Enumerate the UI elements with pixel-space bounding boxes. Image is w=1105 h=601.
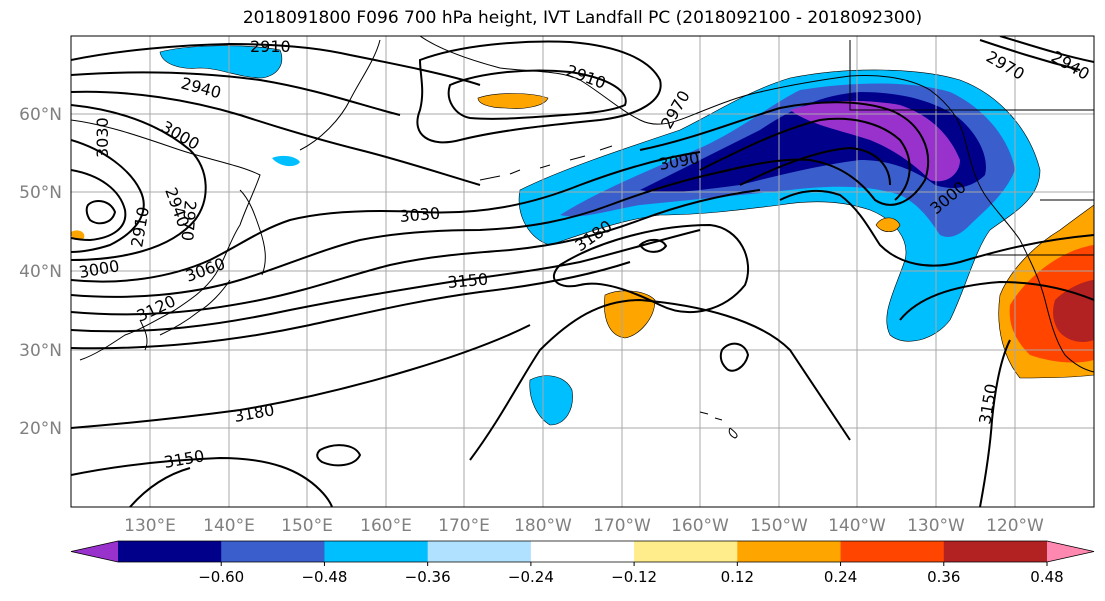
colorbar-segment (634, 541, 738, 562)
contour-label: 2910 (250, 37, 291, 56)
colorbar-tick-label: 0.12 (721, 568, 754, 586)
contour-label: 3030 (399, 204, 441, 226)
coastlines (71, 36, 1094, 439)
lon-label: 130°W (907, 516, 965, 536)
colorbar-segment (943, 541, 1048, 562)
colorbar-tick-label: −0.36 (405, 568, 451, 586)
lon-label: 160°W (671, 516, 729, 536)
lat-label: 60°N (19, 105, 62, 125)
colorbar-outline (70, 540, 1095, 563)
colorbar-segment (221, 541, 325, 562)
colorbar: −0.60 −0.48 −0.36 −0.24 −0.12 0.12 0.24 0.36 0.4… (70, 540, 1095, 586)
colorbar-tick-label: −0.48 (301, 568, 347, 586)
longitude-labels: 130°E 140°E 150°E 160°E 170°E 180°W 170°… (124, 516, 1044, 536)
colorbar-segment (840, 541, 945, 562)
map-frame (70, 35, 1095, 508)
lon-label: 130°E (124, 516, 176, 536)
lat-label: 30°N (19, 341, 62, 361)
colorbar-tick-label: 0.48 (1030, 568, 1063, 586)
lat-label: 40°N (19, 262, 62, 282)
lon-label: 150°E (281, 516, 333, 536)
contour-label: 3030 (93, 117, 112, 158)
colorbar-tick-label: 0.36 (927, 568, 960, 586)
lon-label: 140°W (828, 516, 886, 536)
colorbar-tick-label: 0.24 (824, 568, 857, 586)
lon-label: 120°W (986, 516, 1044, 536)
lon-label: 160°E (360, 516, 412, 536)
colorbar-extend-max (1047, 541, 1094, 562)
colorbar-segment (427, 541, 532, 562)
colorbar-tick-label: −0.12 (611, 568, 657, 586)
lon-label: 180°W (514, 516, 572, 536)
lat-label: 20°N (19, 419, 62, 439)
colorbar-segment (118, 541, 222, 562)
map-title: 2018091800 F096 700 hPa height, IVT Land… (242, 8, 923, 28)
lat-label: 50°N (19, 183, 62, 203)
latitude-labels: 60°N 50°N 40°N 30°N 20°N (19, 105, 62, 439)
colorbar-segment (530, 541, 635, 562)
lon-label: 140°E (203, 516, 255, 536)
lon-label: 150°W (750, 516, 808, 536)
colorbar-tick-label: −0.24 (508, 568, 554, 586)
height-contours (71, 36, 1094, 507)
colorbar-segment (324, 541, 429, 562)
colorbar-segment (737, 541, 842, 562)
colorbar-tick-label: −0.60 (198, 568, 244, 586)
lon-label: 170°E (438, 516, 490, 536)
contour-label: 3150 (447, 270, 489, 292)
contour-label: 2970 (177, 200, 199, 242)
colorbar-extend-min (71, 541, 118, 562)
lon-label: 170°W (593, 516, 651, 536)
